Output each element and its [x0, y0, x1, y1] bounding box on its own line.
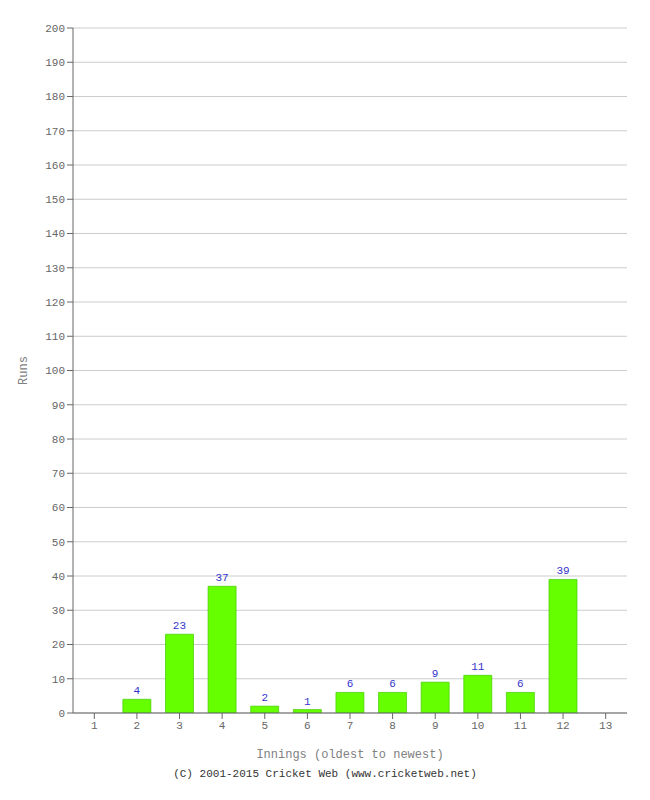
html-text:(C) 2001-2015 Cricket Web (www: (C) 2001-2015 Cricket Web (www.cricketwe… [173, 768, 477, 780]
svg-text:10: 10 [471, 720, 484, 732]
svg-text:170: 170 [45, 126, 65, 138]
svg-text:Runs: Runs [17, 356, 31, 385]
svg-text:120: 120 [45, 297, 65, 309]
svg-text:200: 200 [45, 23, 65, 35]
svg-text:0: 0 [58, 708, 65, 720]
svg-text:30: 30 [52, 605, 65, 617]
svg-text:11: 11 [471, 661, 485, 673]
svg-text:60: 60 [52, 502, 65, 514]
svg-text:160: 160 [45, 160, 65, 172]
svg-text:7: 7 [347, 720, 354, 732]
svg-text:70: 70 [52, 468, 65, 480]
svg-text:6: 6 [304, 720, 311, 732]
svg-text:Innings (oldest to newest): Innings (oldest to newest) [256, 748, 443, 762]
svg-text:110: 110 [45, 331, 65, 343]
svg-text:90: 90 [52, 400, 65, 412]
svg-text:150: 150 [45, 194, 65, 206]
svg-text:8: 8 [389, 720, 396, 732]
svg-text:13: 13 [599, 720, 612, 732]
svg-text:2: 2 [261, 692, 268, 704]
svg-text:6: 6 [517, 678, 524, 690]
svg-text:50: 50 [52, 537, 65, 549]
svg-text:40: 40 [52, 571, 65, 583]
svg-text:6: 6 [389, 678, 396, 690]
svg-text:10: 10 [52, 674, 65, 686]
svg-text:180: 180 [45, 91, 65, 103]
svg-text:2: 2 [134, 720, 141, 732]
svg-text:1: 1 [304, 696, 311, 708]
svg-text:190: 190 [45, 57, 65, 69]
svg-text:9: 9 [432, 720, 439, 732]
svg-text:100: 100 [45, 365, 65, 377]
svg-text:6: 6 [347, 678, 354, 690]
svg-text:12: 12 [556, 720, 569, 732]
svg-text:23: 23 [173, 620, 186, 632]
svg-text:130: 130 [45, 263, 65, 275]
svg-text:80: 80 [52, 434, 65, 446]
svg-text:3: 3 [176, 720, 183, 732]
svg-text:11: 11 [514, 720, 528, 732]
svg-text:9: 9 [432, 668, 439, 680]
svg-text:5: 5 [261, 720, 268, 732]
svg-text:1: 1 [91, 720, 98, 732]
svg-text:20: 20 [52, 639, 65, 651]
svg-text:37: 37 [215, 572, 228, 584]
svg-text:4: 4 [134, 685, 141, 697]
svg-text:39: 39 [556, 565, 569, 577]
svg-text:140: 140 [45, 228, 65, 240]
svg-text:4: 4 [219, 720, 226, 732]
